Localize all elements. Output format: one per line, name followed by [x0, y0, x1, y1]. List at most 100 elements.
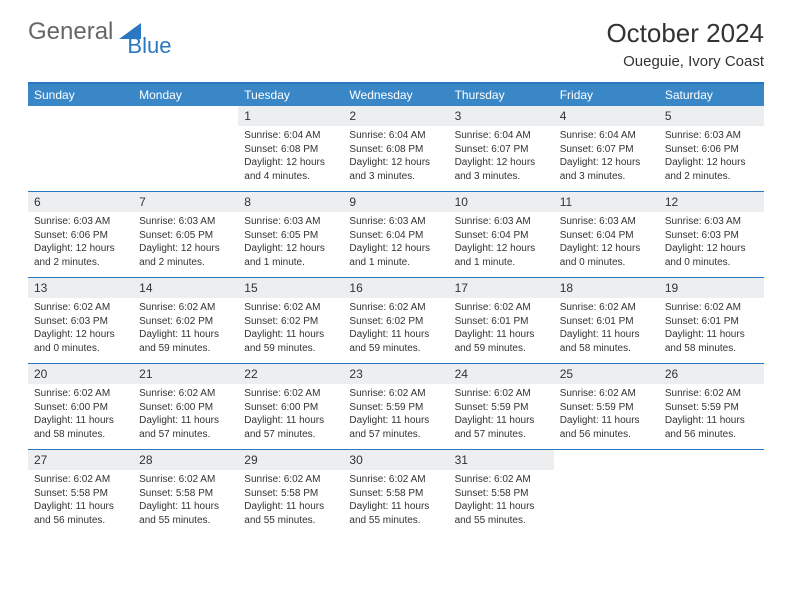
day-number: 26	[659, 364, 764, 384]
sunset: Sunset: 6:03 PM	[34, 315, 127, 329]
daylight: Daylight: 11 hours and 56 minutes.	[560, 414, 653, 441]
header-bar: General Blue October 2024 Oueguie, Ivory…	[28, 18, 764, 70]
day-number: 31	[449, 450, 554, 470]
day-cell: Sunrise: 6:02 AMSunset: 5:58 PMDaylight:…	[343, 470, 448, 535]
daylight: Daylight: 12 hours and 3 minutes.	[560, 156, 653, 183]
daylight: Daylight: 12 hours and 3 minutes.	[349, 156, 442, 183]
daylight: Daylight: 12 hours and 0 minutes.	[665, 242, 758, 269]
daylight: Daylight: 11 hours and 58 minutes.	[34, 414, 127, 441]
day-number: 29	[238, 450, 343, 470]
day-cell: Sunrise: 6:02 AMSunset: 6:01 PMDaylight:…	[554, 298, 659, 363]
day-cell: Sunrise: 6:02 AMSunset: 6:02 PMDaylight:…	[133, 298, 238, 363]
day-cell: Sunrise: 6:02 AMSunset: 6:00 PMDaylight:…	[238, 384, 343, 449]
daylight: Daylight: 11 hours and 59 minutes.	[139, 328, 232, 355]
day-cell: Sunrise: 6:02 AMSunset: 5:59 PMDaylight:…	[343, 384, 448, 449]
daylight: Daylight: 11 hours and 55 minutes.	[455, 500, 548, 527]
day-number: 17	[449, 278, 554, 298]
day-number: 10	[449, 192, 554, 212]
week-body-row: Sunrise: 6:04 AMSunset: 6:08 PMDaylight:…	[28, 126, 764, 191]
daylight: Daylight: 12 hours and 1 minute.	[244, 242, 337, 269]
sunset: Sunset: 6:02 PM	[139, 315, 232, 329]
day-number: 15	[238, 278, 343, 298]
day-number: 6	[28, 192, 133, 212]
week-head-row: 2728293031	[28, 449, 764, 470]
sunset: Sunset: 6:01 PM	[665, 315, 758, 329]
day-number: 22	[238, 364, 343, 384]
daylight: Daylight: 12 hours and 3 minutes.	[455, 156, 548, 183]
sunset: Sunset: 6:05 PM	[244, 229, 337, 243]
daylight: Daylight: 12 hours and 1 minute.	[349, 242, 442, 269]
sunrise: Sunrise: 6:02 AM	[560, 301, 653, 315]
daylight: Daylight: 11 hours and 55 minutes.	[139, 500, 232, 527]
day-cell	[554, 470, 659, 535]
dow-sat: Saturday	[659, 84, 764, 106]
sunrise: Sunrise: 6:02 AM	[455, 473, 548, 487]
sunrise: Sunrise: 6:03 AM	[349, 215, 442, 229]
daylight: Daylight: 11 hours and 57 minutes.	[455, 414, 548, 441]
day-cell: Sunrise: 6:03 AMSunset: 6:05 PMDaylight:…	[133, 212, 238, 277]
sunrise: Sunrise: 6:02 AM	[349, 387, 442, 401]
daylight: Daylight: 11 hours and 59 minutes.	[244, 328, 337, 355]
sunrise: Sunrise: 6:02 AM	[244, 301, 337, 315]
day-cell: Sunrise: 6:04 AMSunset: 6:08 PMDaylight:…	[343, 126, 448, 191]
daylight: Daylight: 12 hours and 2 minutes.	[139, 242, 232, 269]
daylight: Daylight: 11 hours and 55 minutes.	[349, 500, 442, 527]
sunrise: Sunrise: 6:04 AM	[349, 129, 442, 143]
sunrise: Sunrise: 6:03 AM	[560, 215, 653, 229]
day-cell: Sunrise: 6:02 AMSunset: 6:02 PMDaylight:…	[238, 298, 343, 363]
dow-fri: Friday	[554, 84, 659, 106]
day-cell: Sunrise: 6:02 AMSunset: 5:58 PMDaylight:…	[449, 470, 554, 535]
sunrise: Sunrise: 6:02 AM	[244, 473, 337, 487]
sunset: Sunset: 5:58 PM	[244, 487, 337, 501]
day-cell: Sunrise: 6:02 AMSunset: 6:01 PMDaylight:…	[659, 298, 764, 363]
sunset: Sunset: 5:59 PM	[560, 401, 653, 415]
dow-sun: Sunday	[28, 84, 133, 106]
day-cell: Sunrise: 6:03 AMSunset: 6:05 PMDaylight:…	[238, 212, 343, 277]
day-number: 30	[343, 450, 448, 470]
day-cell: Sunrise: 6:03 AMSunset: 6:04 PMDaylight:…	[554, 212, 659, 277]
day-cell: Sunrise: 6:02 AMSunset: 6:00 PMDaylight:…	[133, 384, 238, 449]
day-cell: Sunrise: 6:02 AMSunset: 5:59 PMDaylight:…	[554, 384, 659, 449]
sunset: Sunset: 5:59 PM	[349, 401, 442, 415]
day-number: 28	[133, 450, 238, 470]
sunrise: Sunrise: 6:02 AM	[349, 473, 442, 487]
day-number: 5	[659, 106, 764, 126]
week-body-row: Sunrise: 6:03 AMSunset: 6:06 PMDaylight:…	[28, 212, 764, 277]
sunset: Sunset: 6:04 PM	[349, 229, 442, 243]
day-number: 13	[28, 278, 133, 298]
day-cell: Sunrise: 6:04 AMSunset: 6:07 PMDaylight:…	[449, 126, 554, 191]
title-block: October 2024 Oueguie, Ivory Coast	[606, 18, 764, 70]
daylight: Daylight: 12 hours and 0 minutes.	[34, 328, 127, 355]
sunset: Sunset: 6:00 PM	[34, 401, 127, 415]
logo: General Blue	[28, 18, 191, 46]
sunset: Sunset: 5:59 PM	[665, 401, 758, 415]
sunrise: Sunrise: 6:02 AM	[244, 387, 337, 401]
sunset: Sunset: 6:04 PM	[560, 229, 653, 243]
day-cell	[659, 470, 764, 535]
sunset: Sunset: 6:08 PM	[244, 143, 337, 157]
day-number: 21	[133, 364, 238, 384]
sunset: Sunset: 6:05 PM	[139, 229, 232, 243]
sunrise: Sunrise: 6:04 AM	[244, 129, 337, 143]
sunrise: Sunrise: 6:03 AM	[139, 215, 232, 229]
sunset: Sunset: 6:01 PM	[455, 315, 548, 329]
dow-mon: Monday	[133, 84, 238, 106]
sunrise: Sunrise: 6:02 AM	[560, 387, 653, 401]
sunset: Sunset: 6:01 PM	[560, 315, 653, 329]
sunrise: Sunrise: 6:03 AM	[244, 215, 337, 229]
sunrise: Sunrise: 6:02 AM	[665, 387, 758, 401]
sunset: Sunset: 6:06 PM	[665, 143, 758, 157]
day-number	[554, 450, 659, 470]
daylight: Daylight: 12 hours and 4 minutes.	[244, 156, 337, 183]
daylight: Daylight: 12 hours and 0 minutes.	[560, 242, 653, 269]
day-number: 11	[554, 192, 659, 212]
day-cell: Sunrise: 6:04 AMSunset: 6:07 PMDaylight:…	[554, 126, 659, 191]
sunrise: Sunrise: 6:02 AM	[665, 301, 758, 315]
day-cell: Sunrise: 6:04 AMSunset: 6:08 PMDaylight:…	[238, 126, 343, 191]
day-number: 18	[554, 278, 659, 298]
day-number: 1	[238, 106, 343, 126]
day-cell: Sunrise: 6:02 AMSunset: 6:03 PMDaylight:…	[28, 298, 133, 363]
week-head-row: 20212223242526	[28, 363, 764, 384]
sunset: Sunset: 5:58 PM	[34, 487, 127, 501]
sunset: Sunset: 5:59 PM	[455, 401, 548, 415]
